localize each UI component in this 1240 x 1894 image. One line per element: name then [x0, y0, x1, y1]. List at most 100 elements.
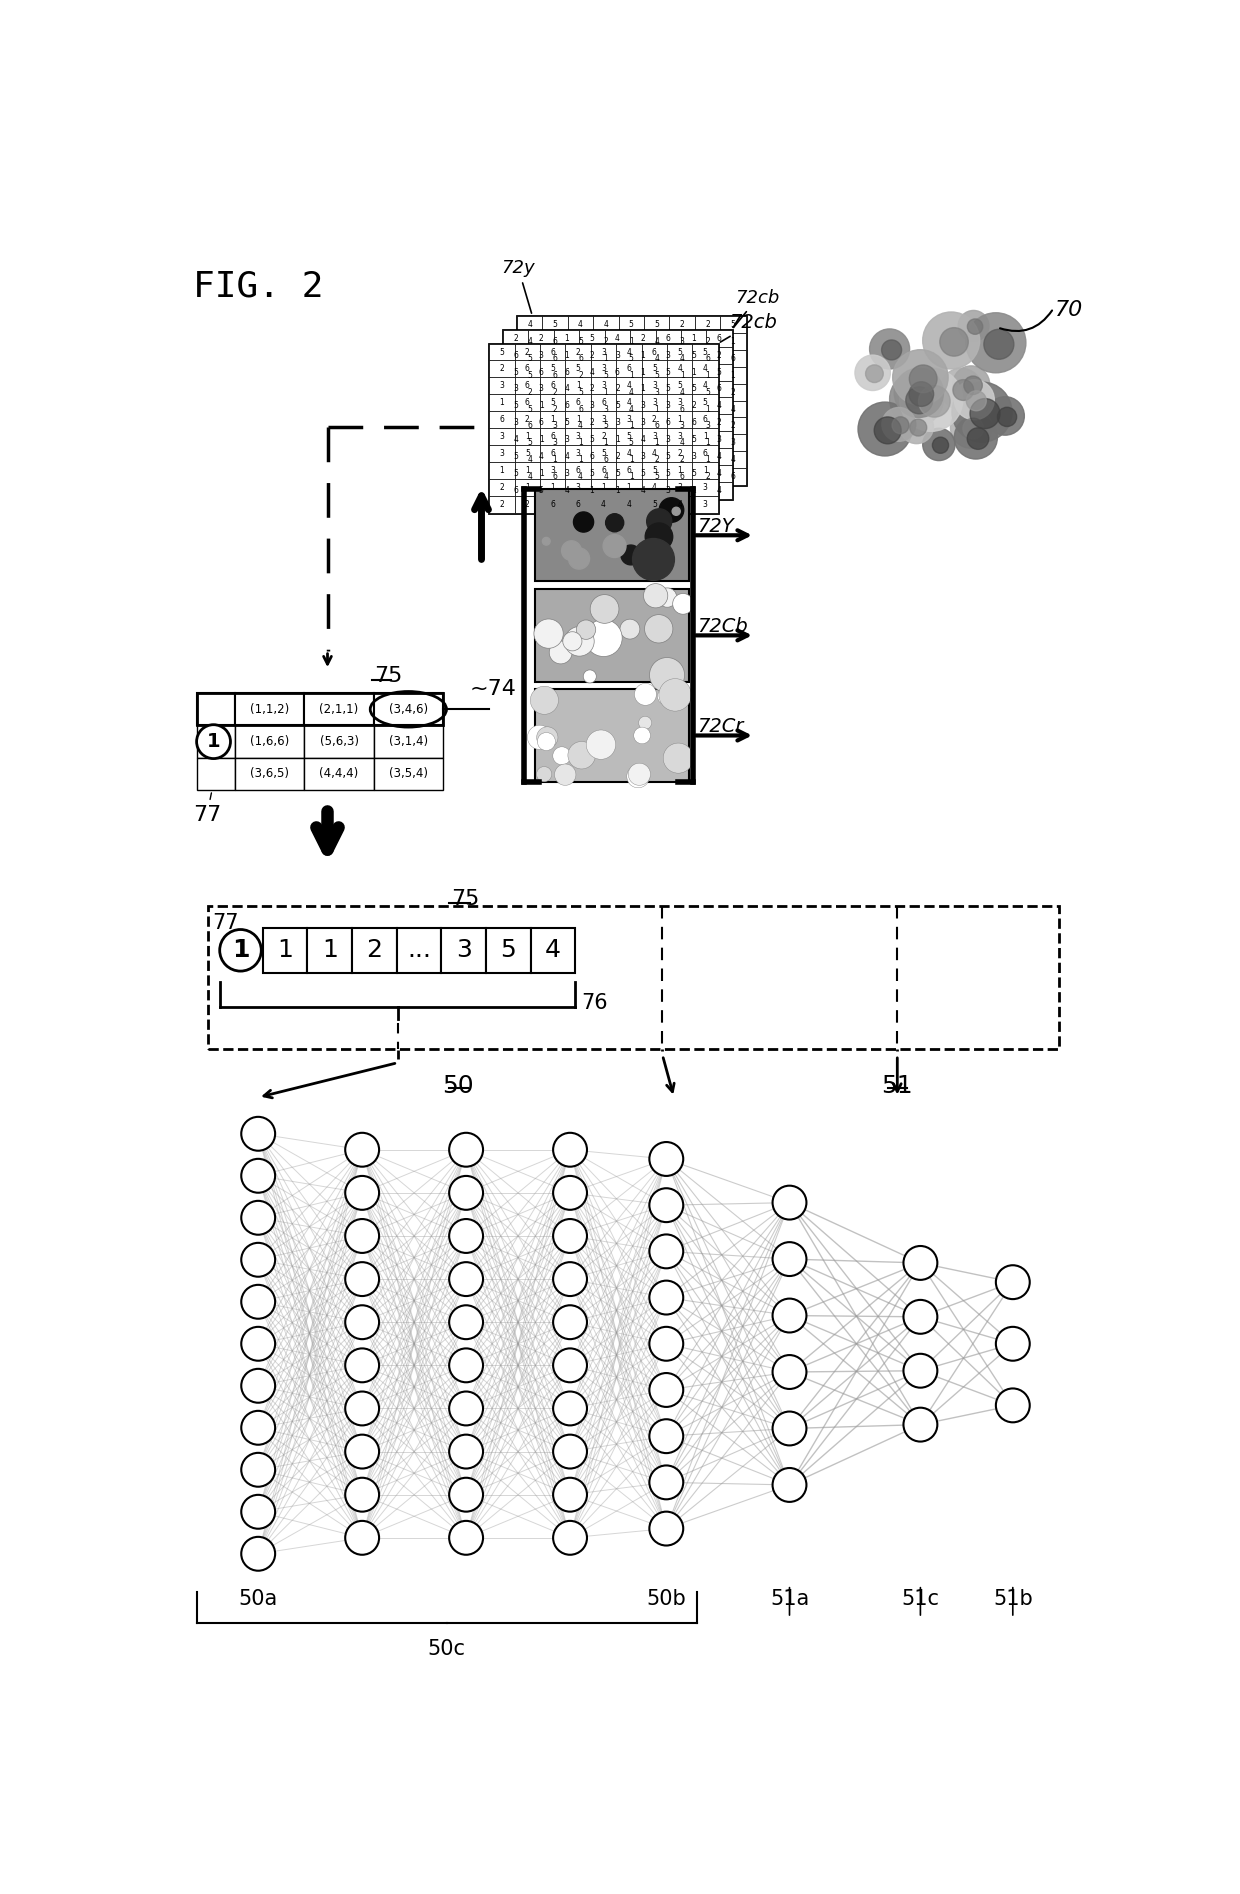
Bar	[644, 367, 670, 384]
Circle shape	[553, 1220, 587, 1254]
Bar	[707, 347, 732, 364]
Circle shape	[553, 1261, 587, 1295]
Circle shape	[773, 1354, 806, 1388]
Bar	[554, 449, 579, 466]
Circle shape	[197, 725, 231, 759]
Text: 1: 1	[322, 938, 337, 962]
Text: 2: 2	[730, 422, 735, 430]
Text: 4: 4	[655, 354, 660, 362]
Text: 5: 5	[666, 367, 671, 377]
Circle shape	[858, 402, 911, 456]
Circle shape	[621, 545, 641, 564]
Circle shape	[345, 1392, 379, 1426]
Bar	[490, 377, 515, 394]
Circle shape	[549, 640, 572, 665]
Text: 6: 6	[601, 398, 606, 407]
Text: 1: 1	[604, 438, 609, 447]
Bar	[528, 483, 554, 500]
Bar	[656, 347, 681, 364]
Text: 6: 6	[578, 354, 583, 362]
Bar	[630, 347, 656, 364]
Text: 1: 1	[629, 422, 634, 430]
Circle shape	[345, 1477, 379, 1511]
Text: 1: 1	[500, 398, 505, 407]
Bar	[605, 398, 630, 415]
Bar	[541, 394, 565, 411]
Text: 1: 1	[564, 333, 569, 343]
Bar	[593, 367, 619, 384]
Bar	[593, 333, 619, 350]
Text: 5: 5	[730, 320, 735, 330]
Text: 1: 1	[564, 350, 569, 360]
Text: 1: 1	[278, 938, 293, 962]
Bar	[590, 394, 616, 411]
Bar	[590, 343, 616, 360]
Circle shape	[553, 1133, 587, 1167]
Bar	[490, 411, 515, 428]
Bar	[644, 350, 670, 367]
Text: (4,4,4): (4,4,4)	[320, 767, 358, 780]
Text: ...: ...	[407, 938, 432, 962]
Bar	[644, 417, 670, 434]
Circle shape	[242, 1284, 275, 1318]
Text: 4: 4	[578, 472, 583, 481]
Bar	[656, 432, 681, 449]
Text: 50b: 50b	[646, 1589, 686, 1608]
Circle shape	[983, 330, 1014, 360]
Bar	[667, 394, 692, 411]
Text: 1: 1	[525, 483, 529, 492]
Bar	[616, 360, 641, 377]
Text: 3: 3	[551, 466, 556, 475]
Bar	[373, 693, 443, 725]
Text: 3: 3	[677, 432, 682, 441]
Bar	[554, 483, 579, 500]
Bar	[397, 928, 441, 974]
Text: 3: 3	[652, 398, 657, 407]
Text: 1: 1	[691, 367, 696, 377]
Circle shape	[449, 1521, 484, 1555]
Text: (3,4,6): (3,4,6)	[389, 703, 428, 716]
Text: 4: 4	[703, 381, 708, 390]
Bar	[616, 496, 641, 513]
Bar	[579, 466, 605, 483]
Circle shape	[645, 523, 672, 551]
Circle shape	[966, 313, 1025, 373]
Text: 1: 1	[706, 438, 709, 447]
Text: 6: 6	[680, 472, 684, 481]
Bar	[542, 451, 568, 468]
Circle shape	[773, 1299, 806, 1333]
Bar	[542, 468, 568, 485]
Text: 5: 5	[629, 320, 634, 330]
Circle shape	[553, 1349, 587, 1383]
Text: 1: 1	[640, 350, 645, 360]
Bar	[644, 451, 670, 468]
Bar	[630, 398, 656, 415]
Bar	[517, 400, 542, 417]
Text: 6: 6	[703, 449, 708, 458]
Text: 2: 2	[590, 419, 594, 428]
Text: 5: 5	[615, 470, 620, 477]
Text: 4: 4	[564, 384, 569, 394]
Circle shape	[909, 383, 934, 407]
Text: 1: 1	[578, 438, 583, 447]
Bar	[541, 428, 565, 445]
Bar	[565, 428, 590, 445]
Circle shape	[923, 428, 955, 460]
Bar	[667, 479, 692, 496]
Circle shape	[345, 1434, 379, 1468]
Bar	[579, 432, 605, 449]
Bar	[619, 451, 644, 468]
Text: 2: 2	[553, 405, 558, 413]
Text: 5: 5	[655, 320, 660, 330]
Text: 3: 3	[601, 415, 606, 424]
Text: 3: 3	[703, 500, 708, 509]
Bar	[517, 384, 542, 400]
Bar	[517, 367, 542, 384]
Bar	[565, 377, 590, 394]
Text: 3: 3	[640, 419, 645, 428]
Circle shape	[585, 619, 622, 657]
Text: 4: 4	[717, 487, 722, 494]
Bar	[515, 479, 541, 496]
Text: 6: 6	[717, 333, 722, 343]
Circle shape	[242, 1536, 275, 1570]
